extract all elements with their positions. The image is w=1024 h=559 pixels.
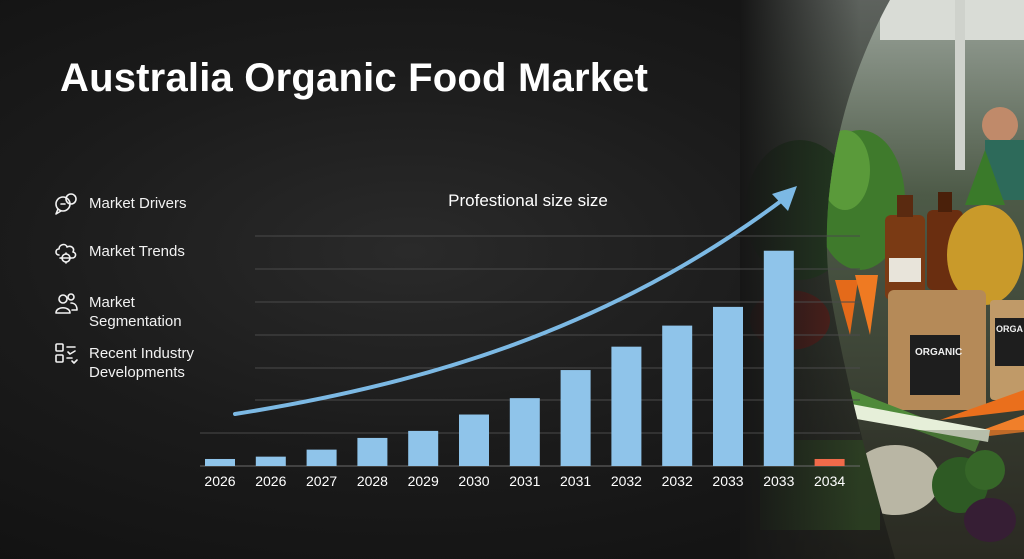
bar (713, 306, 743, 466)
bar (459, 414, 489, 466)
x-tick-label: 2029 (408, 473, 439, 489)
x-tick-label: 2026 (204, 473, 235, 489)
bar (814, 458, 845, 466)
checklist-icon (55, 343, 78, 364)
bar (560, 370, 591, 466)
menu-item-label: Market Trends (89, 243, 185, 260)
chat-bubbles-icon (55, 193, 77, 215)
x-tick-label: 2033 (763, 473, 794, 489)
gear-cloud-icon (55, 243, 77, 264)
menu-item-market-drivers[interactable]: Market Drivers (52, 190, 229, 218)
bars (205, 250, 845, 466)
x-tick-label: 2030 (458, 473, 489, 489)
x-tick-label: 2032 (662, 473, 693, 489)
svg-text:ORGA: ORGA (996, 324, 1024, 334)
trend-line (233, 196, 787, 416)
x-tick-label: 2034 (814, 473, 845, 489)
bar (306, 449, 337, 466)
x-tick-label: 2032 (611, 473, 642, 489)
x-tick-label: 2027 (306, 473, 337, 489)
chart-title: Profestional size size (448, 191, 608, 210)
menu-item-label: Recent Industry Developments (89, 345, 195, 381)
bar (255, 456, 286, 466)
x-tick-label: 2033 (712, 473, 743, 489)
bar (763, 250, 794, 466)
bar (357, 437, 388, 466)
tick-labels: 2026 2026 2027 2028 2029 2030 2031 2031 2032 2032… (204, 473, 845, 489)
arrow-head (772, 186, 797, 211)
x-tick-label: 2028 (357, 473, 388, 489)
menu-item-market-trends[interactable]: Market Trends (52, 238, 229, 266)
menu-item-market-segmentation[interactable]: Market Segmentation (52, 289, 229, 331)
bar (408, 430, 439, 466)
menu-item-label: Market Segmentation (89, 294, 182, 330)
bar (611, 346, 642, 466)
page-title: Australia Organic Food Market (60, 56, 649, 100)
trend-arrow (233, 186, 797, 416)
menu-item-label: Market Drivers (89, 195, 187, 212)
bar (662, 325, 693, 466)
people-icon (55, 293, 78, 314)
x-tick-label: 2031 (560, 473, 591, 489)
x-tick-label: 2031 (509, 473, 540, 489)
bar (205, 458, 235, 466)
svg-text:ORGANIC: ORGANIC (915, 347, 962, 358)
bar (509, 398, 540, 466)
x-tick-label: 2026 (255, 473, 286, 489)
menu-item-recent-industry-developments[interactable]: Recent Industry Developments (52, 340, 229, 382)
